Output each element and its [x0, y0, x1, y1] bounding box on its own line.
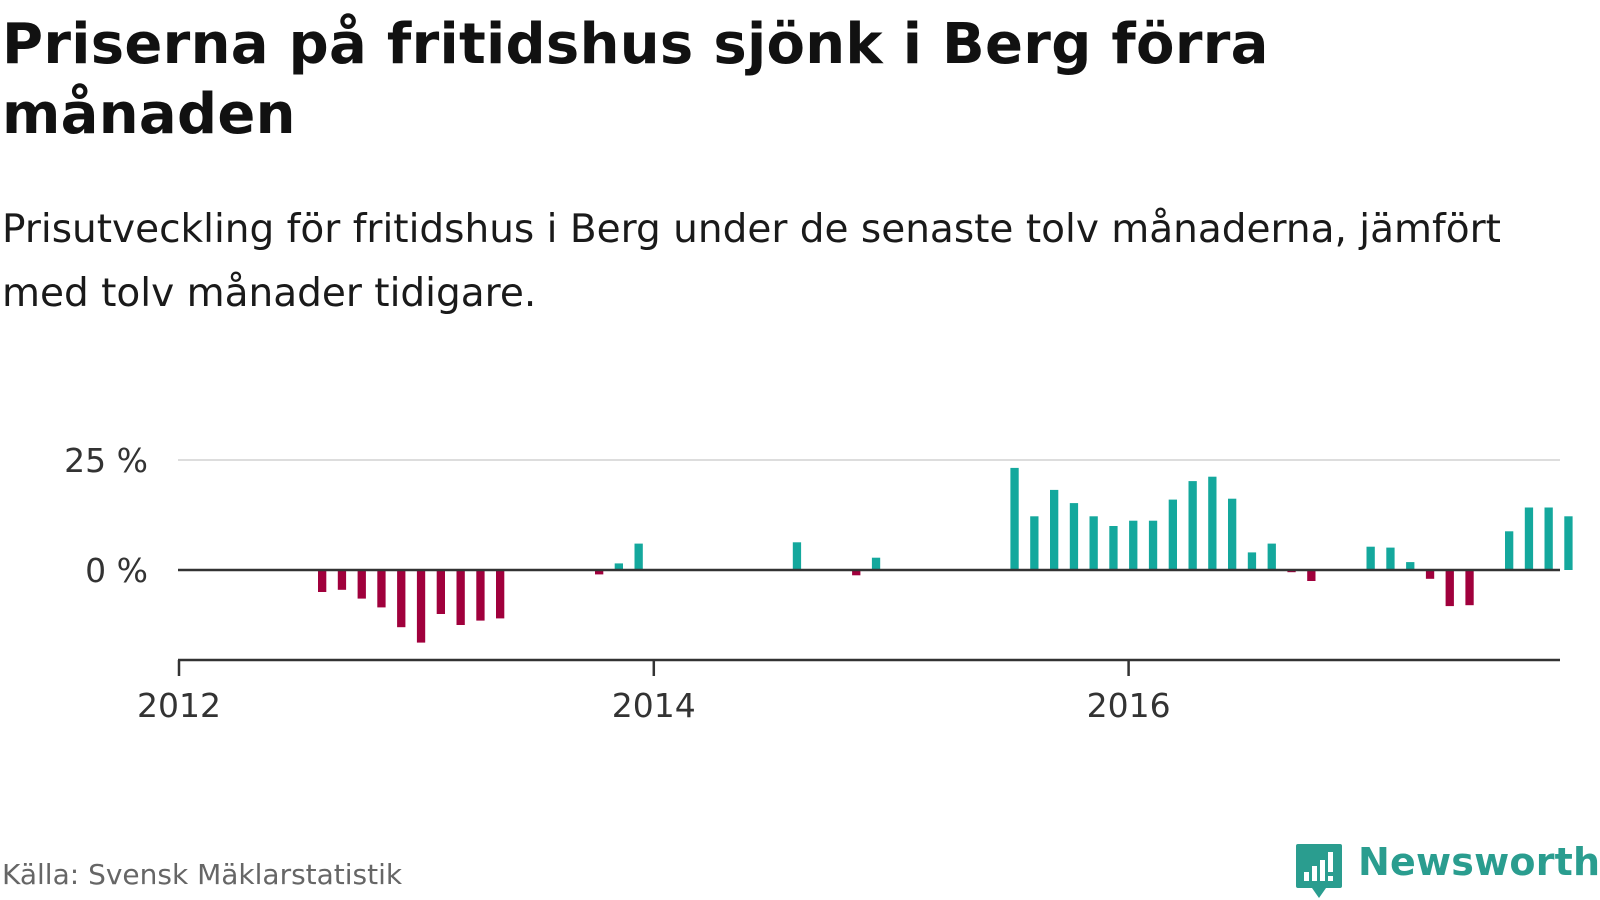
bar-2016-10: [1307, 570, 1316, 581]
bar-2016-03: [1168, 499, 1177, 570]
bar-2017-03: [1406, 562, 1415, 570]
bar-2017-10: [1544, 507, 1553, 570]
bar-2015-09: [1050, 489, 1059, 570]
bar-2016-01: [1129, 520, 1138, 570]
bar-2012-11: [377, 570, 386, 608]
y-tick-label-0: 0 %: [85, 551, 148, 590]
bar-2017-11: [1564, 516, 1573, 570]
bar-2013-03: [456, 570, 465, 625]
bar-2013-10: [595, 570, 604, 575]
bar-2015-07: [1010, 467, 1019, 570]
x-tick-label-2012: 2012: [137, 686, 221, 725]
bar-2016-02: [1148, 520, 1158, 570]
bar-2013-02: [436, 570, 445, 614]
y-tick-label-1: 25 %: [64, 441, 148, 480]
bar-2013-11: [614, 563, 623, 570]
bar-2017-08: [1505, 531, 1514, 570]
bar-2017-02: [1386, 547, 1395, 570]
x-tick-label-2014: 2014: [612, 686, 696, 725]
bar-2016-07: [1247, 552, 1257, 570]
bar-2012-08: [318, 570, 327, 592]
bar-2017-01: [1366, 546, 1375, 570]
bar-2013-05: [496, 570, 505, 619]
bar-2016-06: [1228, 498, 1237, 570]
bar-2014-08: [792, 542, 802, 570]
bar-2013-04: [476, 570, 485, 621]
bar-2017-09: [1524, 507, 1534, 570]
chart-title: Priserna på fritidshus sjönk i Berg förr…: [2, 12, 1269, 147]
bar-2013-01: [416, 570, 426, 643]
brand-logo: Newsworthy: [1294, 840, 1600, 900]
bar-2017-05: [1445, 570, 1454, 607]
bar-2012-09: [337, 570, 347, 590]
bar-2014-12: [871, 557, 881, 570]
bar-2014-11: [852, 570, 861, 576]
labels: 0 %25 %201220142016201920212023−7 %: [64, 441, 1171, 725]
bar-2017-04: [1425, 570, 1435, 579]
newsworthy-logo-icon: [1296, 844, 1342, 898]
bar-2012-12: [397, 570, 406, 628]
bar-2013-12: [634, 543, 643, 570]
bars: [318, 467, 1573, 643]
bar-2017-06: [1465, 570, 1474, 606]
bar-2015-10: [1069, 503, 1079, 570]
chart-subtitle: Prisutveckling för fritidshus i Berg und…: [2, 207, 1501, 316]
bar-2016-04: [1188, 481, 1197, 570]
bar-2012-10: [357, 570, 366, 599]
source-note: Källa: Svensk Mäklarstatistik: [2, 858, 403, 891]
x-tick-label-2016: 2016: [1087, 686, 1171, 725]
axes: [177, 568, 1560, 676]
bar-2016-08: [1267, 543, 1276, 570]
brand-name: Newsworthy: [1358, 840, 1600, 884]
bar-2015-08: [1030, 516, 1039, 570]
bar-2015-11: [1089, 516, 1098, 570]
bar-2015-12: [1109, 526, 1118, 570]
bar-2016-05: [1208, 476, 1217, 570]
